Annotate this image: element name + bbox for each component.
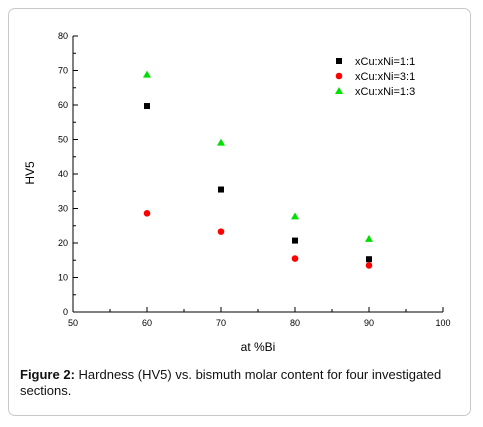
y-axis-label: HV5 [23,161,37,185]
data-point-square [144,103,150,110]
x-tick-label: 80 [290,318,300,328]
data-point-circle [365,262,373,269]
y-tick-label: 10 [58,273,68,283]
legend-marker-triangle [335,87,343,94]
y-tick-label: 70 [58,66,68,76]
x-tick-label: 90 [364,318,374,328]
data-point-circle [143,210,151,217]
x-tick-label: 50 [68,318,78,328]
legend-label: xCu:xNi=1:3 [355,86,415,98]
figure-caption: Figure 2: Hardness (HV5) vs. bismuth mol… [20,367,460,399]
data-point-circle [291,255,299,262]
legend-marker-square [336,58,342,64]
chart-legend: xCu:xNi=1:1 xCu:xNi=3:1 xCu:xNi=1:3 [335,56,415,98]
data-point-triangle [365,234,373,242]
x-tick-label: 60 [142,318,152,328]
y-tick-label: 50 [58,135,68,145]
x-tick-label: 100 [435,318,450,328]
y-tick-label: 80 [58,31,68,41]
data-point-square [366,256,372,263]
data-point-triangle [217,138,225,146]
legend-label: xCu:xNi=1:1 [355,56,415,68]
data-point-triangle [291,212,299,220]
caption-text: Hardness (HV5) vs. bismuth molar content… [20,367,442,398]
y-tick-label: 20 [58,238,68,248]
data-point-square [292,237,298,244]
chart-marks [143,70,373,269]
x-tick-label: 70 [216,318,226,328]
y-tick-label: 0 [63,307,68,317]
caption-label: Figure 2: [20,367,75,382]
legend-label: xCu:xNi=3:1 [355,71,415,83]
y-tick-label: 40 [58,169,68,179]
data-point-circle [217,228,225,235]
figure-frame [8,8,471,416]
legend-marker-circle [335,72,343,80]
y-tick-label: 60 [58,100,68,110]
chart-axes: 50 60 70 80 90 100 0 10 20 30 40 50 60 70 80 [58,31,451,328]
x-axis-label: at %Bi [241,340,276,354]
y-tick-label: 30 [58,204,68,214]
data-point-square [218,186,224,193]
data-point-triangle [143,70,151,78]
